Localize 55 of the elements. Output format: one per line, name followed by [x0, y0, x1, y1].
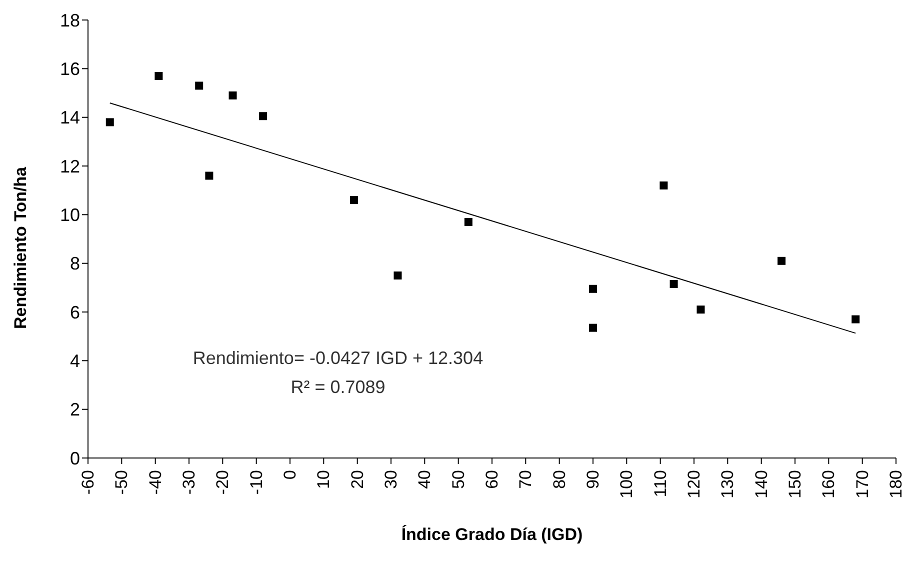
point — [350, 196, 358, 204]
point — [106, 118, 114, 126]
x-tick-label: -40 — [146, 470, 165, 495]
x-tick-label: 90 — [584, 470, 602, 489]
x-tick-label: -10 — [246, 470, 266, 495]
annotation: Rendimiento= -0.0427 IGD + 12.304 — [192, 348, 484, 369]
point — [154, 72, 163, 80]
y-tick-label: 2 — [70, 400, 80, 420]
x-tick-label: 60 — [482, 470, 502, 489]
y-tick-label: 12 — [60, 156, 80, 176]
point — [778, 256, 786, 265]
point — [464, 218, 472, 226]
y-tick-label: 18 — [60, 10, 80, 30]
x-tick-label: 10 — [314, 470, 334, 489]
x-tick-label: -30 — [180, 470, 198, 495]
x-tick-label: 170 — [852, 470, 872, 498]
point — [670, 280, 678, 288]
x-tick-label: 20 — [348, 470, 367, 489]
point — [589, 284, 597, 293]
x-tick-label: 0 — [280, 470, 300, 480]
x-tick-label: -20 — [213, 470, 232, 495]
point — [205, 172, 214, 180]
x-tick-label: 140 — [752, 470, 771, 498]
point — [228, 91, 237, 100]
y-axis-title: Rendimiento Ton/ha — [11, 166, 30, 329]
x-tick-label: -50 — [112, 470, 132, 495]
y-tick-label: 0 — [70, 448, 80, 468]
y-tick-label: 6 — [70, 302, 80, 322]
x-tick-label: 30 — [382, 470, 400, 489]
point — [852, 315, 860, 324]
x-tick-label: -60 — [78, 470, 98, 495]
point — [660, 181, 668, 190]
annotation: R² = 0.7089 — [290, 377, 386, 398]
y-tick-label: 16 — [60, 59, 80, 80]
y-tick-label: 4 — [70, 351, 80, 372]
y-tick-label: 14 — [60, 108, 80, 128]
x-tick-label: 100 — [617, 470, 636, 498]
x-tick-label: 150 — [786, 470, 804, 498]
x-tick-label: 120 — [684, 470, 704, 498]
x-tick-label: 130 — [718, 470, 738, 498]
x-axis-title: Índice Grado Día (IGD) — [401, 524, 583, 544]
point — [589, 324, 597, 332]
x-tick-label: 180 — [886, 470, 906, 498]
x-tick-label: 40 — [415, 470, 434, 489]
x-tick-label: 80 — [550, 470, 569, 489]
y-tick-label: 10 — [60, 205, 80, 226]
point — [696, 306, 705, 314]
point — [394, 272, 402, 280]
point — [195, 82, 204, 90]
y-tick-label: 8 — [70, 254, 80, 274]
x-tick-label: 110 — [650, 470, 670, 498]
point — [259, 112, 268, 120]
x-tick-label: 160 — [819, 470, 838, 498]
x-tick-label: 50 — [448, 470, 468, 489]
x-tick-label: 70 — [516, 470, 536, 489]
